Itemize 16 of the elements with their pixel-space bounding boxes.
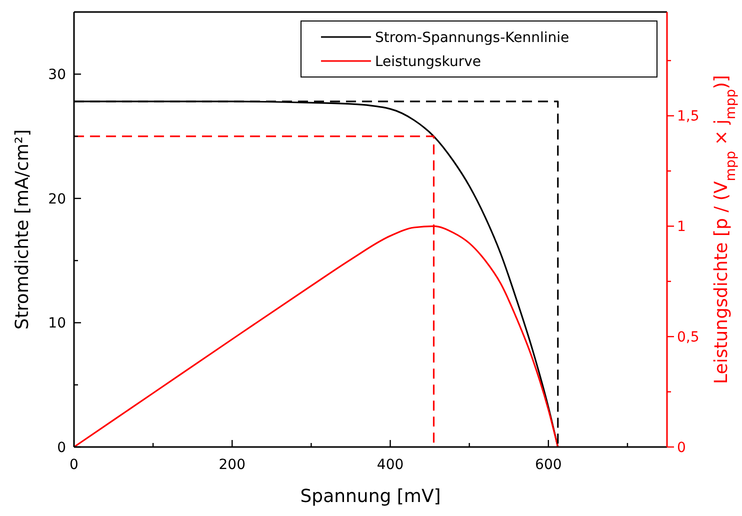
y2-tick-label: 0: [677, 440, 686, 456]
y2-tick-label: 0,5: [677, 329, 700, 346]
y-tick-label: 10: [48, 316, 66, 332]
legend-label: Strom-Spannungs-Kennlinie: [375, 30, 570, 46]
legend-label: Leistungskurve: [375, 54, 481, 70]
x-axis-title: Spannung [mV]: [300, 486, 441, 507]
y-axis-title: Stromdichte [mA/cm²]: [12, 129, 33, 330]
x-tick-label: 200: [218, 457, 246, 473]
y-tick-label: 30: [48, 67, 66, 84]
x-tick-label: 400: [376, 457, 404, 473]
y2-tick-label: 1,5: [677, 108, 700, 125]
y-tick-label: 0: [57, 440, 66, 456]
y-tick-label: 20: [48, 191, 66, 208]
x-tick-label: 0: [70, 457, 78, 473]
x-tick-label: 600: [535, 457, 562, 473]
y2-tick-label: 1: [677, 219, 686, 236]
